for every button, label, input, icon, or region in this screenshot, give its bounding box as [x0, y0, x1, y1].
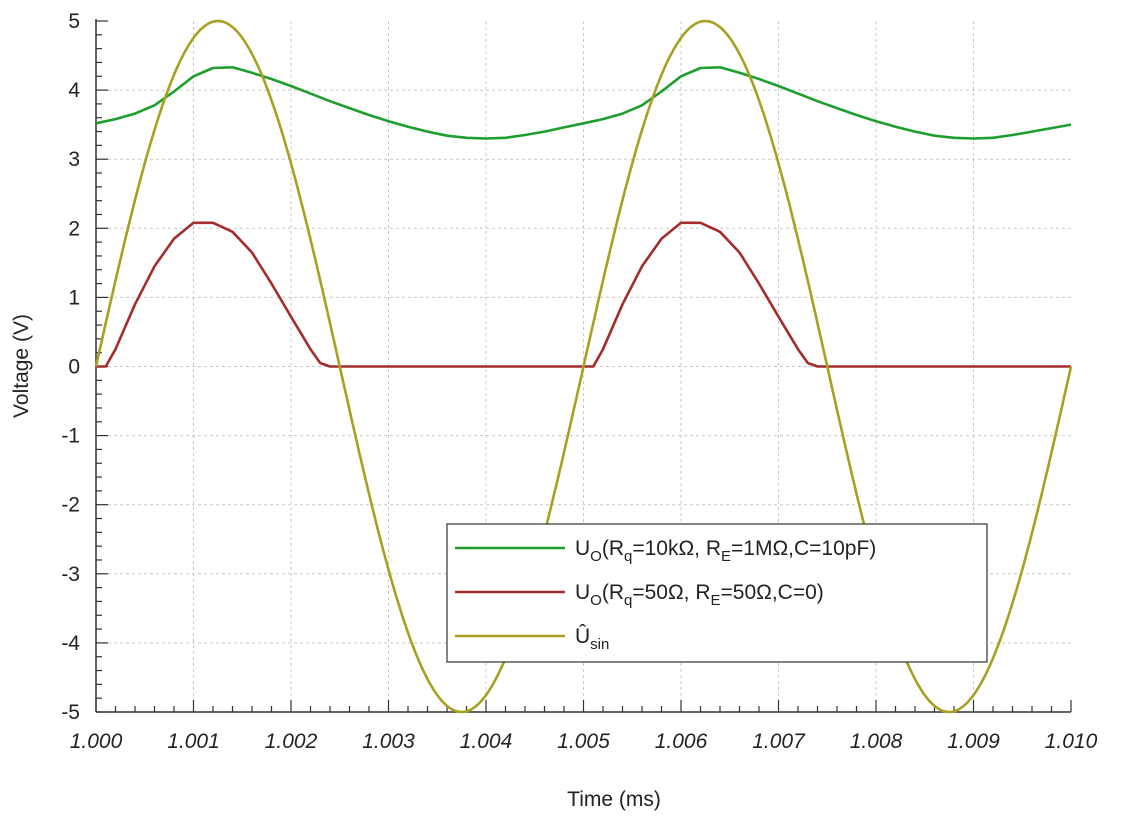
grid: [96, 21, 1071, 712]
x-tick-label: 1.004: [460, 730, 513, 753]
legend-text-part: =10kΩ, R: [632, 537, 721, 560]
legend-text-part: (R: [602, 581, 624, 604]
legend-text-part: U: [575, 581, 590, 604]
series-line-2: [96, 221, 1071, 368]
y-tick-label: -4: [61, 632, 80, 655]
legend-text-part: E: [711, 592, 721, 609]
legend-entry-2: UO(Rq=50Ω, RE=50Ω,C=0): [575, 581, 824, 609]
legend-text-part: =50Ω,C=0): [721, 581, 824, 604]
legend-text-part: O: [590, 548, 602, 565]
y-tick-label: 2: [68, 217, 80, 240]
y-tick-label: 5: [68, 10, 80, 33]
x-tick-label: 1.006: [655, 730, 708, 753]
y-axis-label: Voltage (V): [10, 314, 33, 418]
legend-entry-3: Ûsin: [575, 625, 609, 653]
legend-text-part: =50Ω, R: [632, 581, 710, 604]
legend-text-part: =1MΩ,C=10pF): [731, 537, 876, 560]
legend-text-part: (R: [602, 537, 624, 560]
x-tick-label: 1.009: [947, 730, 1000, 753]
y-tick-label: -5: [61, 701, 80, 724]
legend-text-part: U: [575, 537, 590, 560]
tick-labels: 1.000 1.001 1.002 1.003 1.004 1.005 1.006 1.007…: [61, 10, 1097, 753]
x-tick-label: 1.008: [850, 730, 903, 753]
y-tick-label: -2: [61, 494, 80, 517]
legend-text-part: Û: [575, 625, 590, 648]
x-tick-label: 1.000: [70, 730, 123, 753]
legend-text-part: sin: [590, 636, 609, 653]
series-line-3: [94, 19, 1073, 714]
series-line-1: [95, 66, 1072, 140]
x-tick-label: 1.001: [167, 730, 220, 753]
y-tick-label: 0: [68, 356, 80, 379]
legend-text-part: E: [721, 548, 731, 565]
x-tick-label: 1.010: [1045, 730, 1098, 753]
x-tick-label: 1.007: [752, 730, 806, 753]
y-tick-label: -3: [61, 563, 80, 586]
y-tick-label: 3: [68, 148, 80, 171]
y-tick-label: -1: [61, 425, 80, 448]
y-tick-label: 4: [68, 79, 80, 102]
legend-entry-1: UO(Rq=10kΩ, RE=1MΩ,C=10pF): [575, 537, 876, 565]
legend: UO(Rq=10kΩ, RE=1MΩ,C=10pF)UO(Rq=50Ω, RE=…: [446, 523, 988, 663]
x-tick-label: 1.005: [557, 730, 610, 753]
x-axis-label: Time (ms): [567, 788, 661, 811]
legend-text-part: q: [624, 548, 632, 565]
y-tick-label: 1: [68, 286, 80, 309]
series-lines: [94, 19, 1073, 714]
legend-text-part: q: [624, 592, 632, 609]
x-tick-label: 1.002: [265, 730, 318, 753]
x-tick-label: 1.003: [362, 730, 415, 753]
legend-text-part: O: [590, 592, 602, 609]
